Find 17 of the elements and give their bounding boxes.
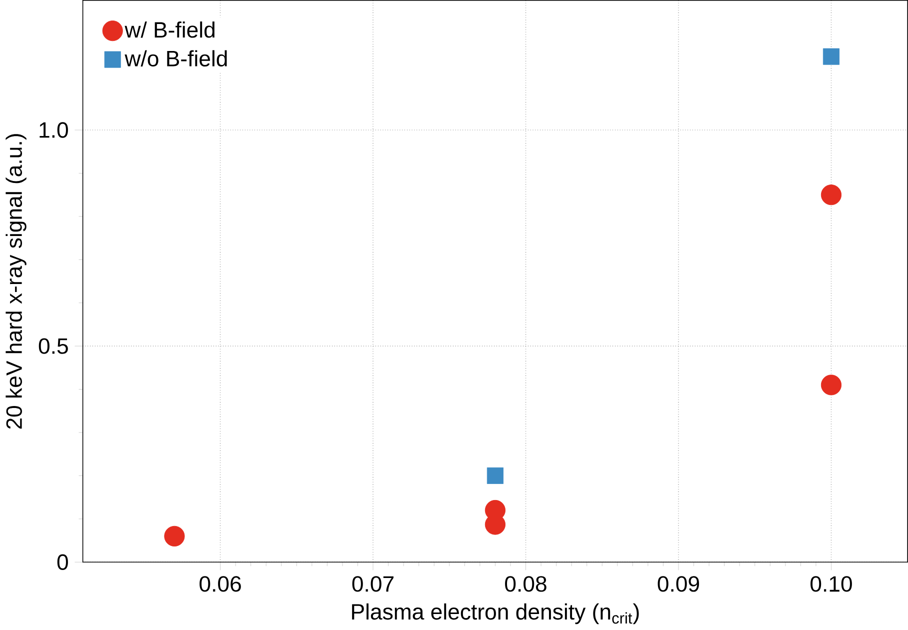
point	[486, 468, 504, 484]
point	[820, 374, 842, 396]
x-tick-label: 0.10	[810, 576, 852, 592]
y-axis-title: 20 keV hard x-ray signal (a.u.)	[6, 134, 26, 429]
x-axis-title: Plasma electron density (n$_{crit}$)	[352, 604, 639, 624]
point	[822, 48, 840, 65]
y-tick-label: 0.5	[38, 338, 68, 354]
y-tick-label: 1.0	[40, 122, 68, 138]
legend-label: w/ B-field	[124, 22, 214, 38]
point	[820, 184, 842, 206]
x-tick-label: 0.08	[505, 576, 546, 592]
x-tick-label: 0.07	[352, 576, 394, 592]
point	[164, 526, 185, 547]
legend-label: w/o B-field	[124, 50, 227, 67]
x-tick-label: 0.09	[658, 576, 700, 592]
y-tick-label: 0	[57, 554, 68, 570]
x-tick-label: 0.06	[200, 576, 241, 592]
